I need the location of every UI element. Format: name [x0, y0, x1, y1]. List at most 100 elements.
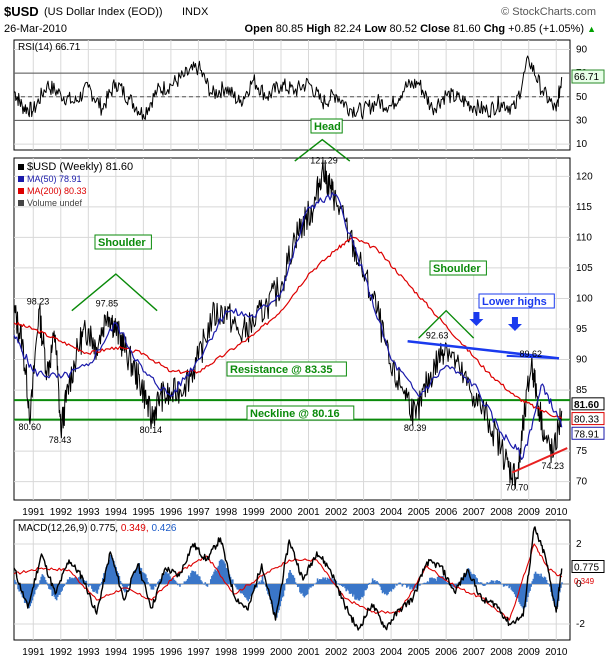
macd-legend-part: 0.349, — [121, 523, 152, 534]
macd-histogram-bar — [89, 584, 92, 586]
macd-histogram-bar — [93, 584, 95, 593]
macd-histogram-bar — [36, 584, 38, 589]
macd-histogram-bar — [552, 584, 554, 601]
macd-histogram-bar — [490, 580, 493, 584]
macd-histogram-bar — [345, 584, 347, 592]
macd-histogram-bar — [270, 584, 273, 604]
macd-histogram-bar — [533, 573, 536, 584]
macd-histogram-bar — [96, 584, 99, 594]
macd-histogram-bar — [63, 584, 66, 586]
macd-histogram-bar — [241, 584, 244, 594]
macd-histogram-bar — [309, 584, 311, 588]
macd-histogram-bar — [159, 579, 161, 584]
macd-histogram-bar — [411, 584, 414, 590]
macd-histogram-bar — [136, 567, 138, 584]
macd-histogram-bar — [29, 584, 32, 607]
macd-histogram-bar — [201, 581, 203, 584]
macd-histogram-bar — [91, 584, 93, 589]
macd-histogram-bar — [187, 575, 190, 584]
macd-histogram-bar — [400, 583, 403, 584]
price-tick-label: 105 — [576, 263, 593, 274]
macd-histogram-bar — [135, 569, 137, 584]
macd-histogram-bar — [175, 582, 178, 584]
macd-histogram-bar — [367, 584, 370, 585]
macd-histogram-bar — [161, 576, 164, 584]
macd-histogram-bar — [114, 564, 116, 584]
macd-histogram-bar — [128, 584, 131, 586]
macd-histogram-bar — [402, 584, 405, 585]
macd-histogram-bar — [118, 576, 121, 584]
macd-histogram-bar — [51, 584, 54, 597]
macd-histogram-bar — [26, 584, 28, 604]
macd-histogram-bar — [41, 574, 44, 584]
price-current-label: 81.60 — [574, 400, 599, 411]
macd-histogram-bar — [415, 584, 418, 589]
macd-histogram-bar — [477, 582, 480, 584]
macd-histogram-bar — [535, 573, 538, 584]
macd-histogram-bar — [256, 584, 258, 588]
x-tick-label: 2000 — [270, 507, 293, 518]
macd-x-tick-label: 1997 — [187, 647, 210, 658]
macd-histogram-bar — [76, 579, 79, 584]
macd-histogram-bar — [223, 561, 225, 584]
macd-histogram-bar — [186, 578, 189, 584]
macd-histogram-bar — [392, 584, 395, 590]
x-tick-label: 2003 — [353, 507, 376, 518]
macd-histogram-bar — [348, 584, 351, 594]
lower-highs-arrow-icon — [469, 312, 484, 326]
macd-histogram-bar — [250, 584, 253, 596]
macd-histogram-bar — [284, 583, 287, 584]
price-tick-label: 100 — [576, 293, 593, 304]
macd-histogram-bar — [513, 584, 516, 595]
macd-histogram-bar — [349, 584, 352, 594]
macd-histogram-bar — [389, 584, 392, 591]
macd-x-tick-label: 1996 — [160, 647, 183, 658]
macd-histogram-bar — [58, 584, 60, 595]
macd-x-tick-label: 1992 — [50, 647, 73, 658]
macd-histogram-bar — [470, 573, 473, 584]
macd-histogram-bar — [480, 582, 483, 584]
macd-histogram-bar — [516, 584, 518, 598]
callout-shoulder-left-box — [94, 234, 152, 250]
macd-histogram-bar — [356, 584, 359, 599]
macd-histogram-bar — [556, 584, 559, 607]
macd-histogram-bar — [321, 579, 323, 584]
macd-histogram-bar — [322, 577, 324, 584]
macd-histogram-bar — [391, 584, 394, 589]
price-current-label: 80.33 — [574, 415, 599, 426]
macd-histogram-bar — [183, 581, 186, 584]
symbol: $USD — [4, 4, 39, 19]
x-tick-label: 1993 — [77, 507, 100, 518]
macd-histogram-bar — [200, 580, 202, 584]
macd-histogram-bar — [167, 573, 169, 584]
macd-histogram-bar — [174, 580, 177, 584]
macd-x-tick-label: 1993 — [77, 647, 100, 658]
macd-histogram-bar — [485, 584, 487, 585]
rsi-tick-label: 90 — [576, 44, 588, 55]
macd-histogram-bar — [49, 584, 51, 590]
lower-highs-trendline-2 — [506, 354, 560, 360]
macd-histogram-bar — [249, 584, 252, 597]
macd-histogram-bar — [121, 584, 124, 587]
macd-histogram-bar — [236, 584, 238, 590]
macd-histogram-bar — [214, 569, 216, 584]
macd-histogram-bar — [323, 578, 325, 584]
macd-histogram-bar — [163, 573, 166, 584]
macd-histogram-bar — [252, 584, 255, 591]
macd-histogram-bar — [483, 584, 485, 586]
macd-histogram-bar — [277, 584, 279, 613]
macd-histogram-bar — [357, 584, 360, 601]
macd-histogram-bar — [44, 580, 47, 584]
macd-histogram-bar — [545, 579, 548, 584]
macd-histogram-bar — [78, 576, 81, 584]
macd-histogram-bar — [158, 580, 160, 584]
price-annotation: 80.14 — [140, 425, 163, 435]
macd-x-tick-label: 1991 — [22, 647, 45, 658]
price-legend-item: MA(50) 78.91 — [27, 174, 82, 184]
macd-histogram-bar — [70, 578, 72, 584]
callout-shoulder-right-box — [429, 260, 487, 276]
macd-histogram-bar — [427, 582, 430, 584]
macd-histogram-bar — [126, 584, 128, 589]
macd-histogram-bar — [137, 564, 139, 584]
